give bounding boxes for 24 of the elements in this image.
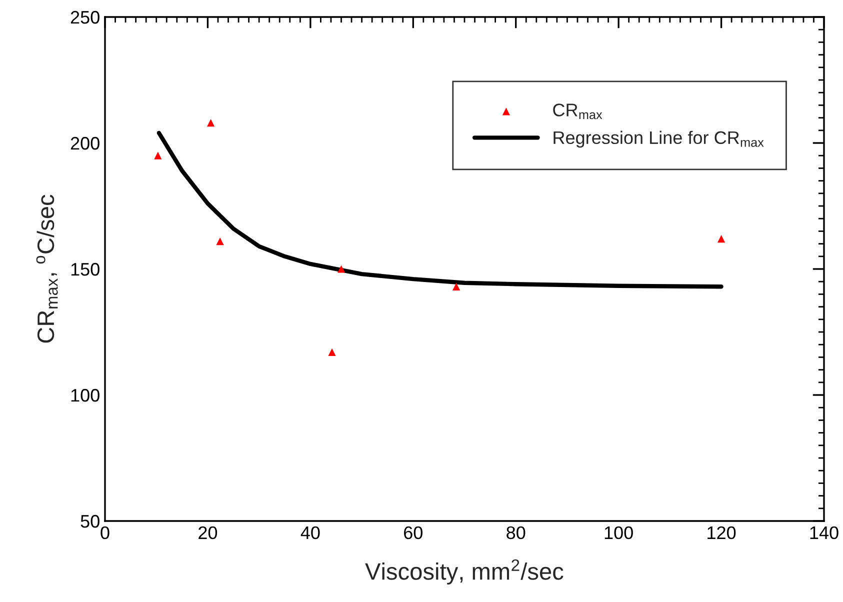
x-tick-label: 40	[300, 526, 320, 540]
y-tick-label: 50	[80, 514, 100, 528]
y-tick-label: 150	[71, 262, 100, 276]
x-tick-label: 80	[506, 526, 526, 540]
x-tick-label: 60	[404, 526, 422, 540]
y-tick-label: 100	[71, 388, 100, 402]
point	[216, 237, 224, 246]
x-tick-label: 100	[604, 526, 633, 540]
y-axis-title: CR$_{max}$, $^{o}$C/sec	[36, 194, 58, 343]
x-tick-label: 0	[100, 526, 110, 540]
point	[154, 152, 162, 160]
x-tick-label: 120	[708, 526, 736, 540]
point	[717, 234, 726, 243]
y-tick-label: 200	[70, 136, 100, 150]
point	[328, 348, 336, 356]
x-tick-label: 140	[810, 526, 838, 540]
legend-label: CR$_{max}$	[553, 104, 602, 120]
y-tick-label: 250	[70, 10, 100, 24]
point	[337, 265, 346, 273]
point	[452, 282, 460, 290]
point	[206, 119, 215, 127]
x-axis-title: Viscosity, mm$^{2}$/sec	[365, 559, 564, 585]
x-tick-label: 20	[198, 526, 218, 540]
legend-label: Regression Line for CR$_{max}$	[554, 130, 764, 148]
